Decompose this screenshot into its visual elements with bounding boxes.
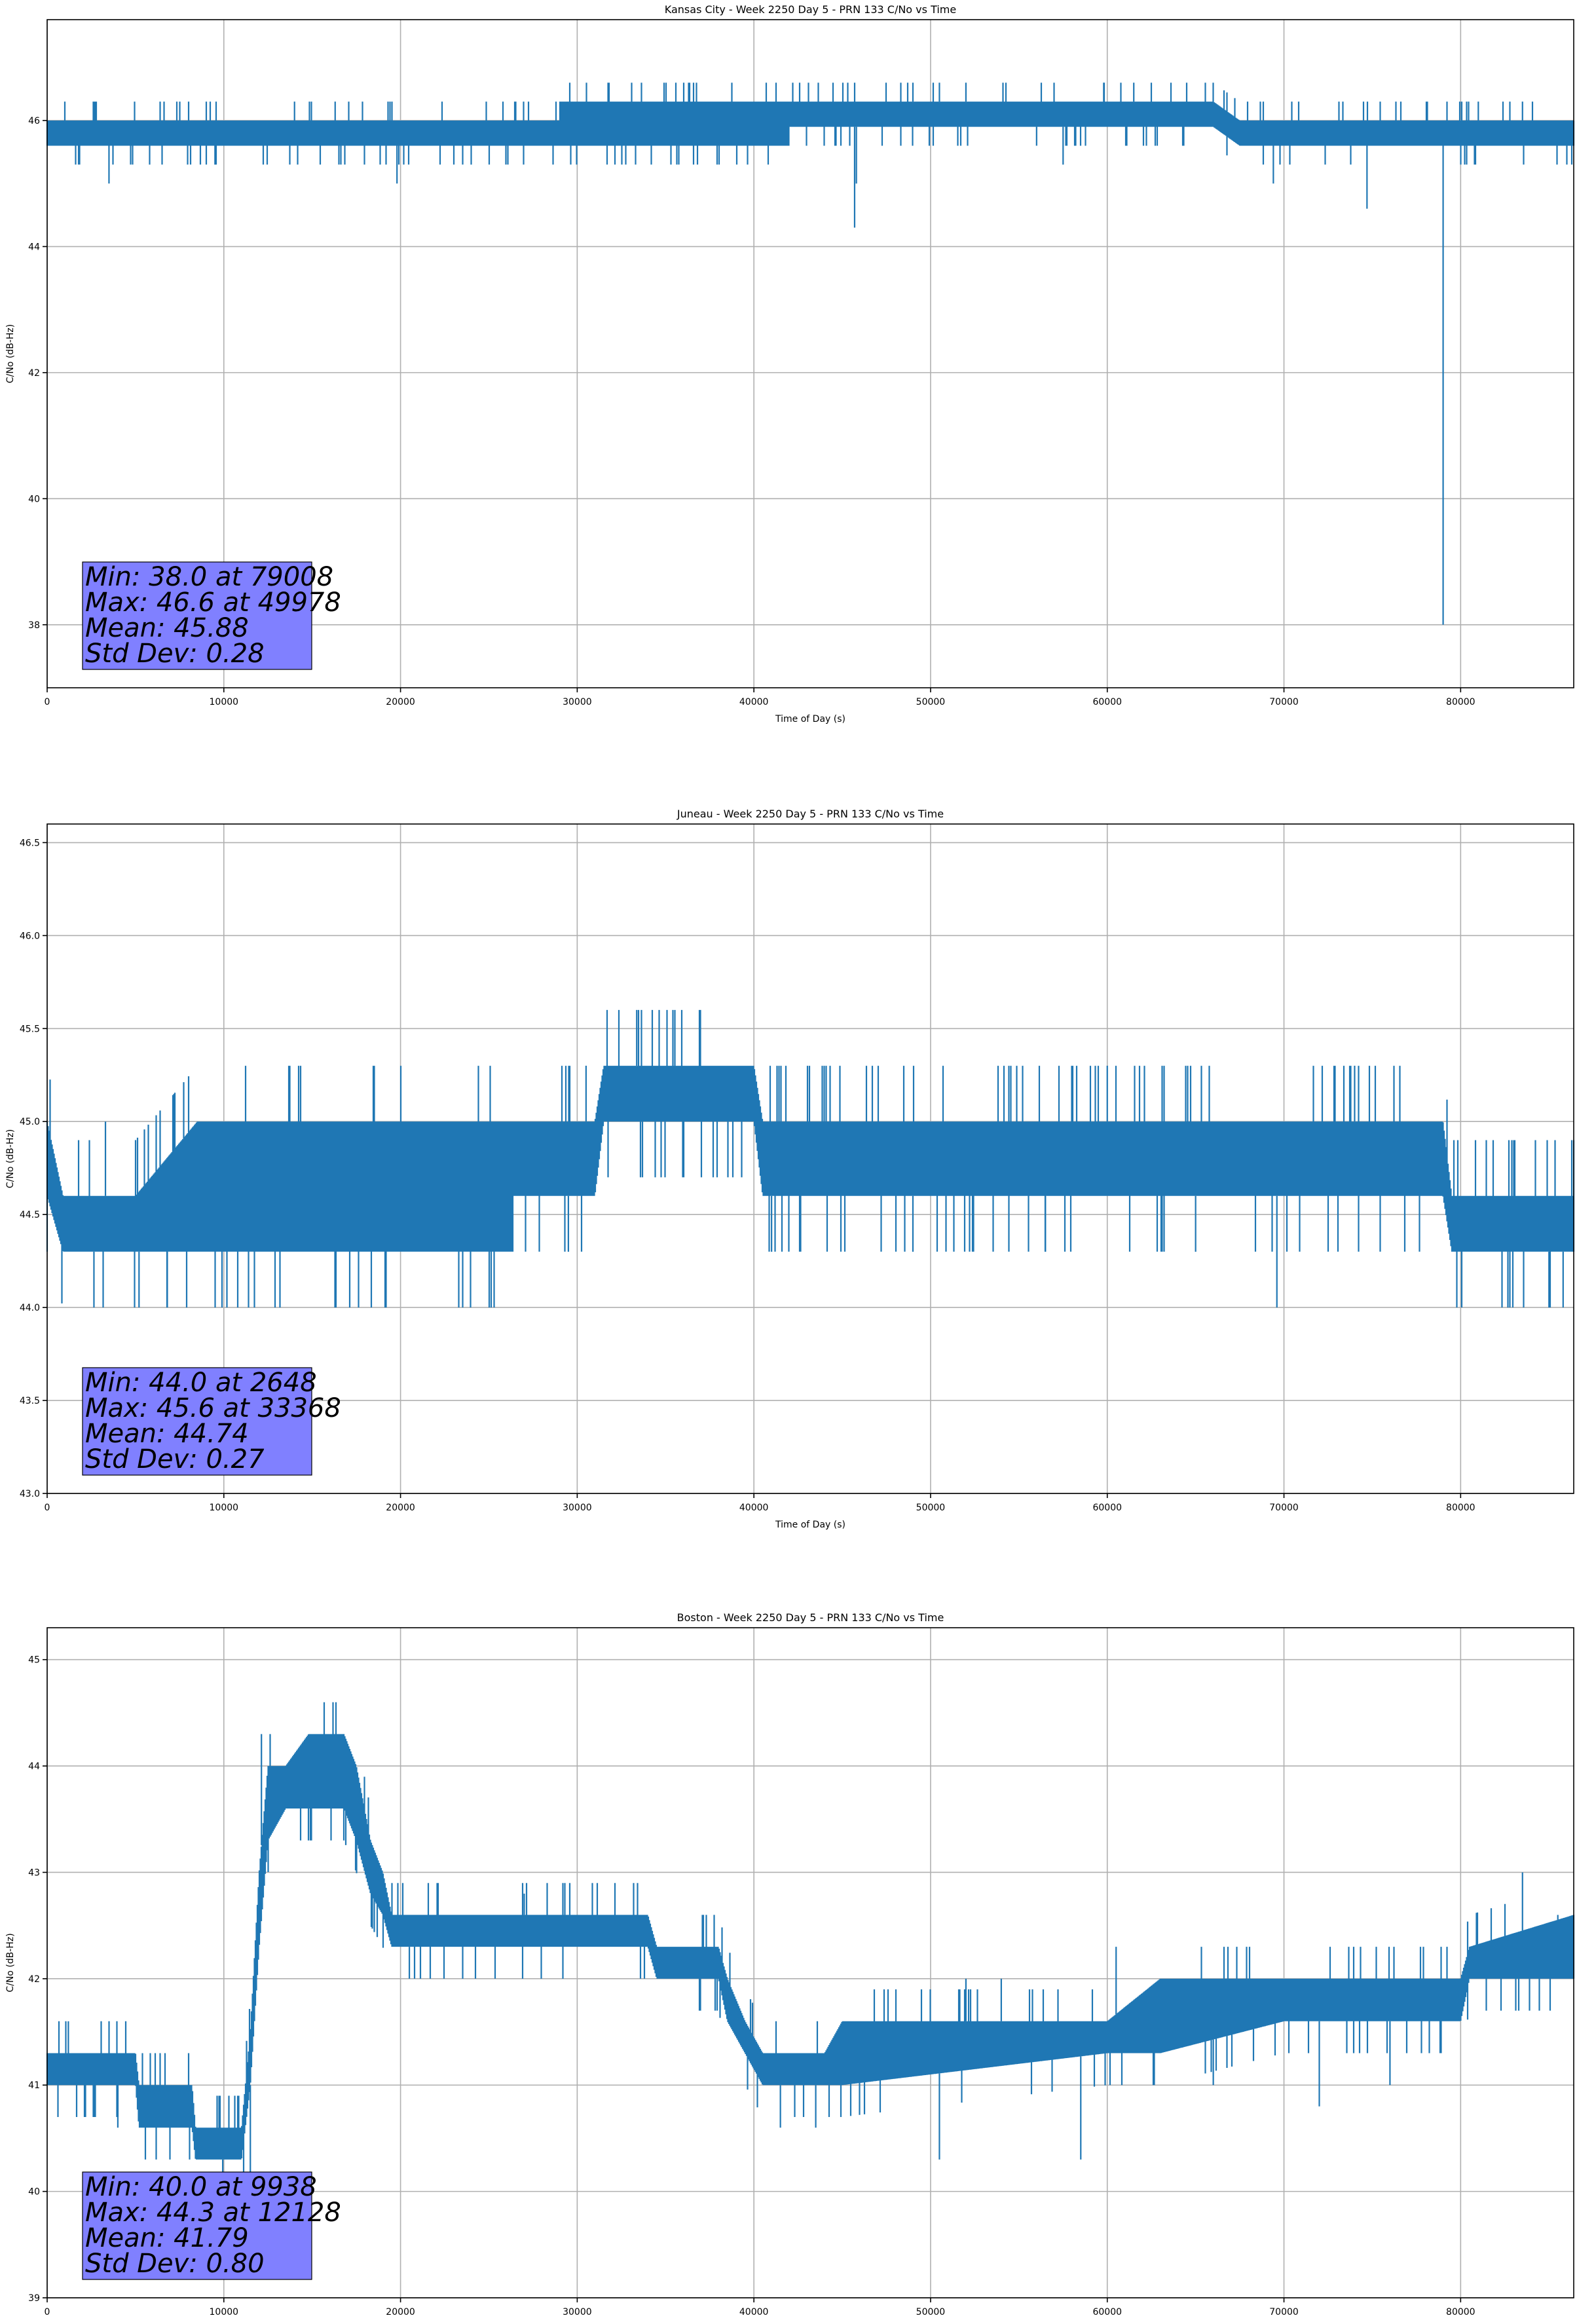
x-tick-label: 0: [45, 1503, 50, 1513]
x-tick-label: 0: [45, 2307, 50, 2317]
x-axis-label: Time of Day (s): [775, 1520, 845, 1530]
stats-line: Min: 44.0 at 2648: [85, 1368, 317, 1398]
y-tick-label: 42: [28, 1974, 40, 1985]
series-line: [46, 1009, 1575, 1308]
x-tick-label: 30000: [563, 1503, 592, 1513]
x-tick-label: 30000: [563, 697, 592, 707]
x-tick-label: 60000: [1092, 2307, 1122, 2317]
chart-panel-2: 0 10000 20000 30000 40000 50000 60000 70000 8000…: [5, 1611, 1575, 2317]
y-tick-label: 45: [28, 1655, 40, 1666]
x-axis-label: Time of Day (s): [775, 714, 845, 724]
stats-line: Std Dev: 0.27: [85, 1444, 265, 1474]
y-tick-label: 41: [28, 2080, 40, 2091]
x-tick-label: 60000: [1092, 697, 1122, 707]
x-tick-label: 40000: [739, 2307, 769, 2317]
x-tick-label: 20000: [386, 2307, 415, 2317]
x-tick-label: 50000: [916, 697, 946, 707]
stats-box: [82, 561, 312, 670]
x-tick-label: 20000: [386, 1503, 415, 1513]
x-tick-label: 50000: [916, 1503, 946, 1513]
x-tick-label: 80000: [1446, 1503, 1475, 1513]
y-tick-label: 45.5: [20, 1024, 40, 1034]
x-tick-label: 60000: [1092, 1503, 1122, 1513]
stats-line: Mean: 41.79: [85, 2223, 249, 2253]
y-axis-label: C/No (dB-Hz): [5, 1129, 16, 1188]
y-tick-label: 43.5: [20, 1396, 40, 1406]
y-tick-label: 44.5: [20, 1210, 40, 1220]
x-tick-label: 10000: [210, 1503, 239, 1513]
chart-title: Kansas City - Week 2250 Day 5 - PRN 133 …: [665, 3, 956, 16]
y-axis-label: C/No (dB-Hz): [5, 324, 16, 383]
axes-frame: [46, 19, 1574, 688]
x-tick-label: 20000: [386, 697, 415, 707]
stats-line: Std Dev: 0.28: [85, 639, 265, 669]
x-tick-label: 70000: [1269, 697, 1299, 707]
y-tick-label: 38: [28, 620, 40, 631]
y-tick-label: 40: [28, 494, 40, 504]
y-tick-label: 39: [28, 2293, 40, 2304]
y-tick-label: 43.0: [20, 1489, 40, 1499]
chart-panel-0: 0 10000 20000 30000 40000 50000 60000 70000 8000…: [5, 3, 1575, 724]
stats-line: Min: 40.0 at 9938: [85, 2172, 317, 2202]
stats-line: Max: 46.6 at 49978: [85, 588, 341, 618]
stats-box: [82, 1367, 312, 1476]
x-tick-label: 30000: [563, 2307, 592, 2317]
y-tick-label: 46.0: [20, 931, 40, 941]
axes-frame: [46, 823, 1574, 1494]
y-axis-label: C/No (dB-Hz): [5, 1933, 16, 1992]
y-tick-label: 45.0: [20, 1117, 40, 1127]
x-tick-label: 70000: [1269, 1503, 1299, 1513]
series-line: [46, 1702, 1575, 2174]
stats-line: Max: 45.6 at 33368: [85, 1393, 341, 1423]
chart-panel-1: 0 10000 20000 30000 40000 50000 60000 70000 8000…: [5, 808, 1575, 1530]
y-tick-label: 46: [28, 116, 40, 126]
x-tick-label: 80000: [1446, 2307, 1475, 2317]
stats-line: Mean: 44.74: [85, 1419, 249, 1449]
y-tick-label: 44: [28, 242, 40, 252]
chart-title: Boston - Week 2250 Day 5 - PRN 133 C/No …: [677, 1611, 944, 1624]
stats-box: [82, 2171, 312, 2280]
x-tick-label: 40000: [739, 1503, 769, 1513]
y-tick-label: 46.5: [20, 838, 40, 848]
y-tick-label: 43: [28, 1867, 40, 1878]
x-tick-label: 10000: [210, 2307, 239, 2317]
stats-line: Mean: 45.88: [85, 613, 249, 643]
y-tick-label: 44: [28, 1761, 40, 1772]
series-line: [46, 83, 1575, 165]
y-tick-label: 42: [28, 368, 40, 379]
x-tick-label: 10000: [210, 697, 239, 707]
chart-title: Juneau - Week 2250 Day 5 - PRN 133 C/No …: [677, 808, 944, 820]
x-tick-label: 50000: [916, 2307, 946, 2317]
y-tick-label: 40: [28, 2187, 40, 2198]
x-tick-label: 40000: [739, 697, 769, 707]
x-tick-label: 0: [45, 697, 50, 707]
axes-frame: [46, 1627, 1574, 2298]
x-tick-label: 80000: [1446, 697, 1475, 707]
y-tick-label: 44.0: [20, 1303, 40, 1313]
x-tick-label: 70000: [1269, 2307, 1299, 2317]
stats-line: Min: 38.0 at 79008: [85, 562, 333, 592]
stats-line: Std Dev: 0.80: [85, 2249, 265, 2279]
stats-line: Max: 44.3 at 12128: [85, 2198, 341, 2228]
